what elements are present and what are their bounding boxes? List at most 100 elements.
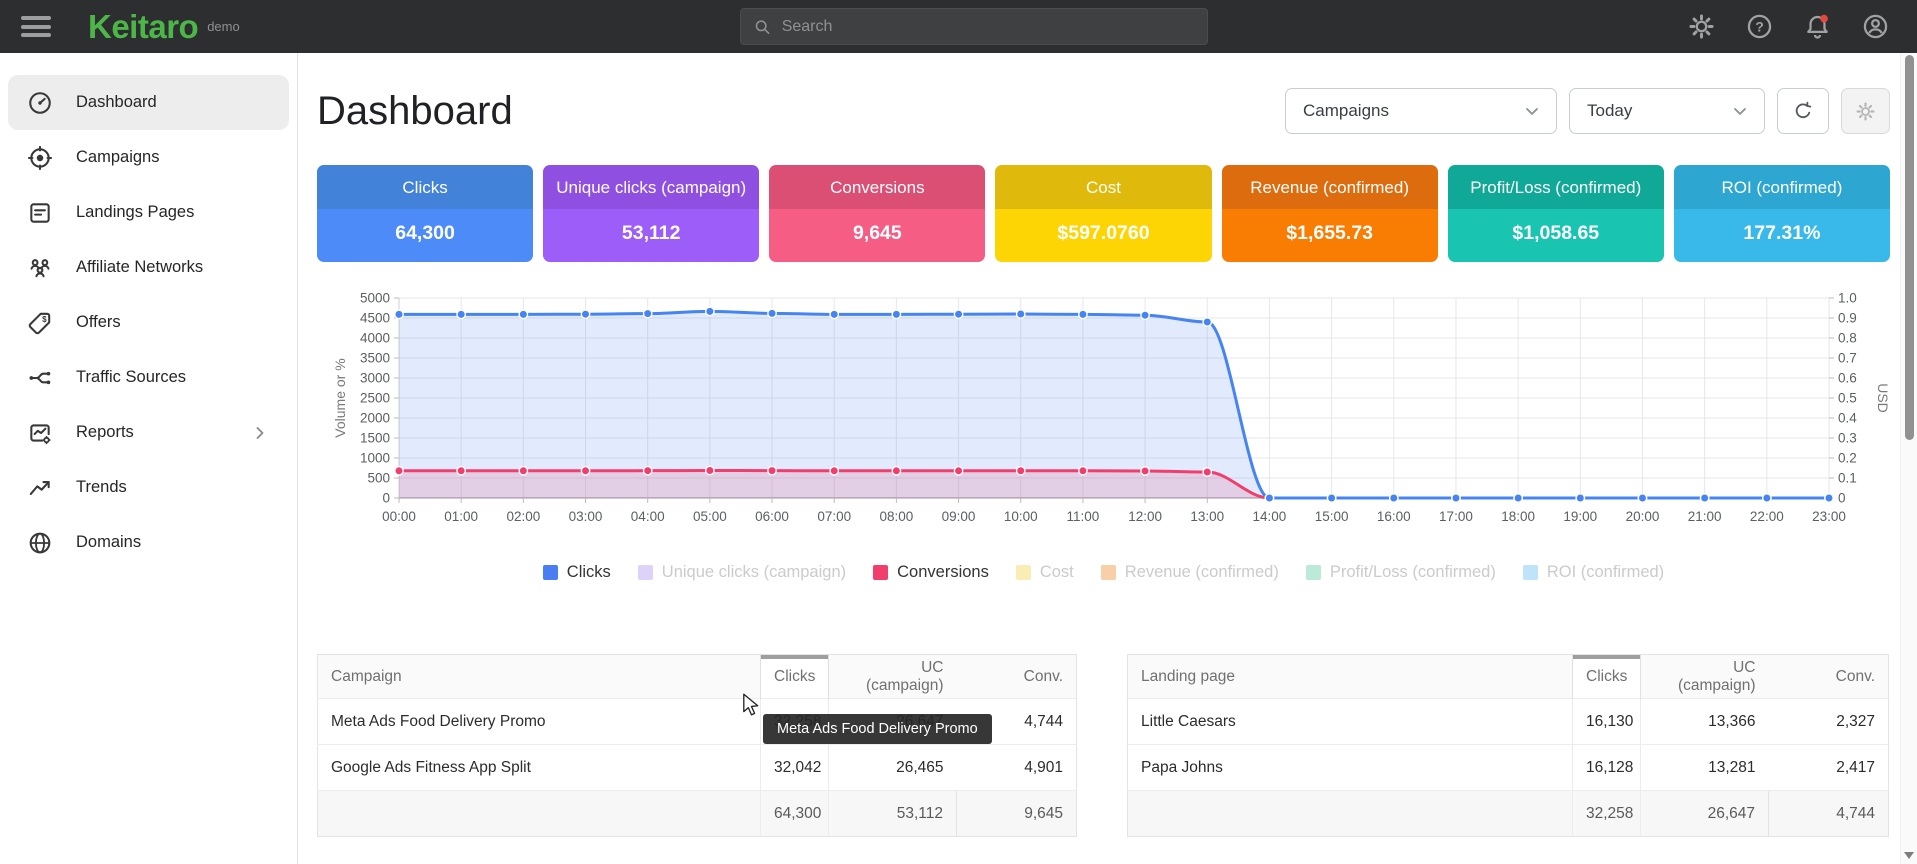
cell-campaign-name[interactable]: Google Ads Fitness App Split [318, 745, 761, 791]
chart-legend: Clicks Unique clicks (campaign) Conversion… [317, 556, 1890, 588]
legend-label: Profit/Loss (confirmed) [1330, 563, 1496, 582]
date-range-select[interactable]: Today [1569, 88, 1765, 134]
page-scrollbar[interactable] [1900, 53, 1917, 864]
grouping-select[interactable]: Campaigns [1285, 88, 1557, 134]
sidebar-item-reports[interactable]: Reports [8, 405, 289, 460]
sidebar-item-affiliate-networks[interactable]: Affiliate Networks [8, 240, 289, 295]
cell-campaign-name[interactable]: Meta Ads Food Delivery Promo [318, 699, 761, 745]
svg-text:05:00: 05:00 [693, 509, 727, 524]
sidebar-item-label: Landings Pages [76, 203, 194, 222]
metric-card-clicks[interactable]: Clicks 64,300 [317, 165, 533, 262]
sidebar-item-label: Trends [76, 478, 127, 497]
metric-card-profit-loss[interactable]: Profit/Loss (confirmed) $1,058.65 [1448, 165, 1664, 262]
sidebar-item-label: Offers [76, 313, 121, 332]
chevron-right-icon [250, 423, 270, 443]
body-row: Dashboard Campaigns [0, 53, 1917, 864]
metric-card-roi[interactable]: ROI (confirmed) 177.31% [1674, 165, 1890, 262]
cell-empty [1128, 791, 1573, 837]
metric-card-revenue[interactable]: Revenue (confirmed) $1,655.73 [1222, 165, 1438, 262]
search-box [740, 8, 1208, 45]
refresh-button[interactable] [1777, 88, 1829, 134]
metric-card-unique-clicks[interactable]: Unique clicks (campaign) 53,112 [543, 165, 759, 262]
campaigns-table: Campaign Clicks UC (campaign) Conv. Meta… [317, 654, 1077, 837]
scrollbar-down-arrow-icon[interactable] [1904, 852, 1914, 859]
table-row[interactable]: Papa Johns 16,128 13,281 2,417 [1128, 745, 1889, 791]
svg-text:4000: 4000 [360, 331, 390, 346]
legend-item-1[interactable]: Unique clicks (campaign) [638, 563, 846, 582]
legend-swatch [638, 565, 653, 580]
cell-landing-name[interactable]: Papa Johns [1128, 745, 1573, 791]
svg-text:06:00: 06:00 [755, 509, 789, 524]
svg-text:3000: 3000 [360, 371, 390, 386]
sidebar-item-landings-pages[interactable]: Landings Pages [8, 185, 289, 240]
hamburger-menu-icon[interactable] [21, 16, 51, 37]
svg-text:12:00: 12:00 [1128, 509, 1162, 524]
legend-label: Unique clicks (campaign) [662, 563, 846, 582]
column-header-uc[interactable]: UC (campaign) [1641, 655, 1769, 699]
column-header-conv[interactable]: Conv. [957, 655, 1077, 699]
brand-demo-label: demo [207, 19, 240, 34]
legend-item-2[interactable]: Conversions [873, 563, 989, 582]
report-chart-icon [27, 420, 53, 446]
legend-item-5[interactable]: Profit/Loss (confirmed) [1306, 563, 1496, 582]
globe-icon [27, 530, 53, 556]
bell-icon[interactable] [1804, 13, 1831, 40]
sidebar-item-offers[interactable]: $ Offers [8, 295, 289, 350]
cell-uc: 13,281 [1641, 745, 1769, 791]
scrollbar-thumb[interactable] [1905, 55, 1914, 440]
document-icon [27, 200, 53, 226]
svg-text:500: 500 [367, 471, 390, 486]
svg-text:19:00: 19:00 [1563, 509, 1597, 524]
column-header-landing-page[interactable]: Landing page [1128, 655, 1573, 699]
column-header-clicks[interactable]: Clicks [761, 655, 829, 699]
legend-item-4[interactable]: Revenue (confirmed) [1101, 563, 1279, 582]
svg-text:00:00: 00:00 [382, 509, 416, 524]
help-icon[interactable]: ? [1746, 13, 1773, 40]
metric-card-value: 64,300 [317, 209, 533, 262]
column-header-uc[interactable]: UC (campaign) [829, 655, 957, 699]
tag-icon: $ [27, 310, 53, 336]
svg-text:22:00: 22:00 [1750, 509, 1784, 524]
column-header-campaign[interactable]: Campaign [318, 655, 761, 699]
gear-icon[interactable] [1688, 13, 1715, 40]
metric-card-cost[interactable]: Cost $597.0760 [995, 165, 1211, 262]
page-title: Dashboard [317, 89, 513, 134]
mouse-cursor [741, 693, 761, 717]
metric-card-label: ROI (confirmed) [1674, 165, 1890, 209]
metric-card-value: $597.0760 [995, 209, 1211, 262]
column-header-conv[interactable]: Conv. [1769, 655, 1889, 699]
account-icon[interactable] [1862, 13, 1889, 40]
sidebar-item-traffic-sources[interactable]: Traffic Sources [8, 350, 289, 405]
cell-conv: 2,327 [1769, 699, 1889, 745]
column-header-clicks[interactable]: Clicks [1573, 655, 1641, 699]
legend-item-6[interactable]: ROI (confirmed) [1523, 563, 1664, 582]
title-row: Dashboard Campaigns Today [317, 83, 1890, 139]
cell-total-conv: 9,645 [957, 791, 1077, 837]
table-row[interactable]: Little Caesars 16,130 13,366 2,327 [1128, 699, 1889, 745]
svg-text:18:00: 18:00 [1501, 509, 1535, 524]
sidebar-item-domains[interactable]: Domains [8, 515, 289, 570]
metric-card-conversions[interactable]: Conversions 9,645 [769, 165, 985, 262]
sidebar: Dashboard Campaigns [0, 53, 298, 864]
sidebar-item-label: Campaigns [76, 148, 159, 167]
legend-item-3[interactable]: Cost [1016, 563, 1074, 582]
svg-text:USD: USD [1875, 383, 1889, 413]
sidebar-item-trends[interactable]: Trends [8, 460, 289, 515]
brand-logo[interactable]: Keitaro demo [88, 10, 240, 43]
search-input[interactable] [782, 18, 1195, 36]
widgets-settings-button[interactable] [1841, 88, 1890, 134]
svg-text:0.8: 0.8 [1838, 331, 1857, 346]
svg-text:16:00: 16:00 [1377, 509, 1411, 524]
dashboard-chart[interactable]: 0500100015002000250030003500400045005000… [317, 286, 1889, 548]
svg-text:1000: 1000 [360, 451, 390, 466]
metric-card-label: Revenue (confirmed) [1222, 165, 1438, 209]
cell-landing-name[interactable]: Little Caesars [1128, 699, 1573, 745]
sidebar-item-campaigns[interactable]: Campaigns [8, 130, 289, 185]
speedometer-icon [27, 90, 53, 116]
cell-empty [318, 791, 761, 837]
legend-item-0[interactable]: Clicks [543, 563, 611, 582]
refresh-icon [1792, 100, 1814, 122]
topbar: Keitaro demo ? [0, 0, 1917, 53]
table-row[interactable]: Google Ads Fitness App Split 32,042 26,4… [318, 745, 1077, 791]
sidebar-item-dashboard[interactable]: Dashboard [8, 75, 289, 130]
